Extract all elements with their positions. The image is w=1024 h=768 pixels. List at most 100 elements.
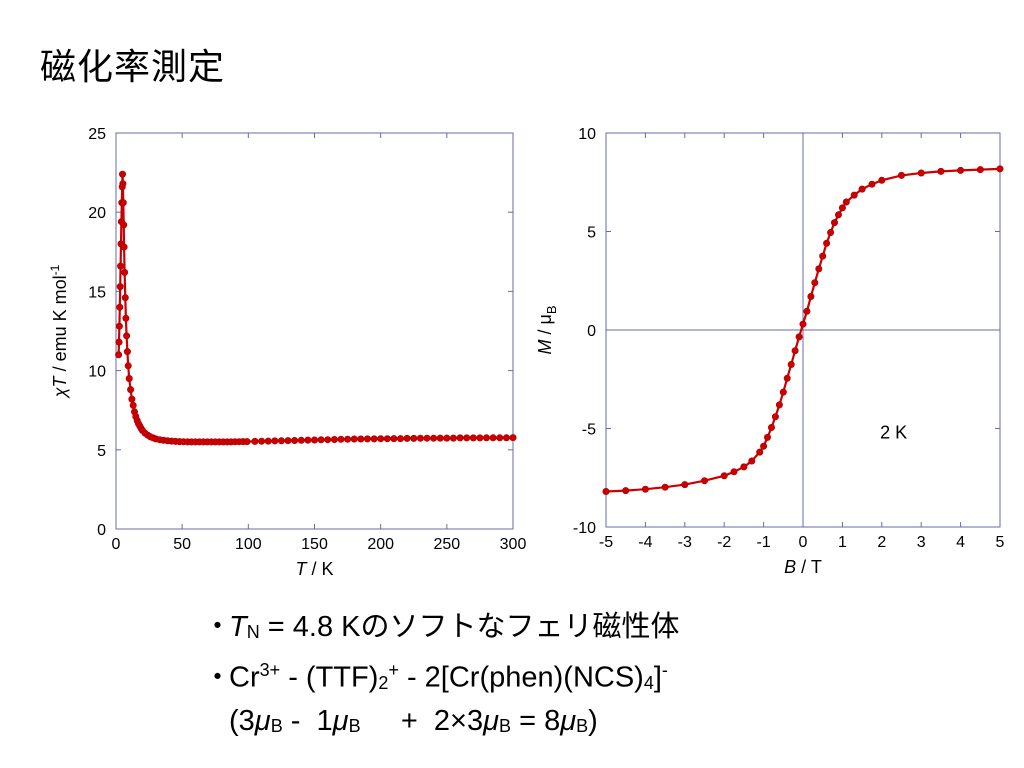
data-point: [324, 436, 332, 444]
y-tick-label: 20: [88, 205, 106, 222]
data-point: [767, 423, 775, 431]
x-tick-label: -2: [717, 534, 731, 551]
data-point: [827, 229, 835, 237]
x-tick-label: -1: [756, 534, 770, 551]
y-tick-label: 5: [97, 443, 106, 460]
data-point: [858, 185, 866, 193]
data-point: [897, 171, 905, 179]
data-point: [317, 436, 325, 444]
data-point: [304, 436, 312, 444]
bullet-moment-sum: (3μB - 1μB + 2×3μB = 8μB): [229, 704, 598, 737]
data-point: [363, 435, 371, 443]
y-tick-label: 10: [88, 364, 106, 381]
data-point: [850, 191, 858, 199]
chart-annotation: 2 K: [880, 422, 907, 442]
data-point: [251, 437, 259, 445]
data-point: [430, 434, 438, 442]
x-tick-label: 2: [877, 534, 886, 551]
data-point: [489, 434, 497, 442]
data-point: [496, 434, 504, 442]
data-point: [115, 322, 123, 330]
data-point: [383, 435, 391, 443]
y-axis-label-var: T: [50, 374, 70, 387]
data-point: [681, 481, 689, 489]
data-point: [763, 433, 771, 441]
data-point: [116, 303, 124, 311]
data-point: [264, 437, 272, 445]
data-point: [803, 307, 811, 315]
data-point: [330, 435, 338, 443]
data-point: [502, 434, 510, 442]
data-point: [390, 435, 398, 443]
data-point: [396, 435, 404, 443]
y-axis-label-sup: -1: [48, 264, 62, 275]
data-point: [469, 434, 477, 442]
x-axis-label-var: T: [295, 559, 308, 579]
data-point: [602, 487, 610, 495]
data-point: [830, 219, 838, 227]
y-tick-label: 0: [97, 522, 106, 539]
x-tick-label: 1: [838, 534, 847, 551]
data-point: [730, 468, 738, 476]
data-point: [775, 401, 783, 409]
data-point: [509, 434, 517, 442]
data-point: [116, 283, 124, 291]
data-point: [748, 457, 756, 465]
data-point: [119, 180, 127, 188]
data-point: [121, 268, 129, 276]
data-point: [456, 434, 464, 442]
x-tick-label: 0: [799, 534, 808, 551]
data-point: [291, 436, 299, 444]
data-point: [787, 360, 795, 368]
y-axis-label-prefix: χ: [50, 386, 70, 399]
y-tick-label: 5: [587, 225, 596, 242]
x-tick-label: 300: [500, 536, 527, 553]
y-axis-label: χT / emu K mol-1: [48, 264, 70, 399]
data-point: [700, 477, 708, 485]
data-point: [834, 211, 842, 219]
y-axis-label: M / μB: [535, 305, 559, 354]
data-point: [807, 292, 815, 300]
data-point: [779, 388, 787, 396]
data-point: [121, 294, 129, 302]
bullet-marker: ・: [203, 659, 233, 694]
data-point: [258, 437, 266, 445]
y-axis-label-unit: / emu K mol: [50, 275, 70, 376]
y-tick-label: -10: [573, 520, 596, 537]
data-point: [756, 448, 764, 456]
bullet-tn: ・TN = 4.8 Kのソフトなフェリ磁性体: [203, 606, 680, 650]
data-point: [243, 438, 251, 446]
x-axis-label-unit: / T: [796, 557, 822, 577]
data-point: [799, 320, 807, 328]
x-tick-label: -5: [599, 534, 613, 551]
data-point: [476, 434, 484, 442]
x-axis-label-var: B: [784, 557, 796, 577]
y-axis-label-unit: / μ: [535, 314, 555, 339]
data-point: [811, 279, 819, 287]
data-point: [771, 413, 779, 421]
y-axis-label-sub: B: [544, 305, 559, 314]
data-point: [125, 374, 133, 382]
data-point: [357, 435, 365, 443]
series-line: [117, 174, 514, 443]
data-point: [815, 265, 823, 273]
data-point: [403, 434, 411, 442]
x-axis-label: T / K: [295, 559, 333, 579]
data-point: [760, 442, 768, 450]
data-point: [996, 165, 1004, 173]
data-point: [937, 167, 945, 175]
x-tick-label: 4: [956, 534, 965, 551]
data-point: [119, 199, 127, 207]
y-axis-label-var: M: [535, 340, 555, 355]
x-tick-label: 50: [173, 536, 191, 553]
data-point: [917, 169, 925, 177]
data-point: [337, 435, 345, 443]
data-point: [823, 239, 831, 247]
data-point: [740, 463, 748, 471]
data-point: [115, 338, 123, 346]
data-point: [344, 435, 352, 443]
data-point: [124, 362, 132, 370]
